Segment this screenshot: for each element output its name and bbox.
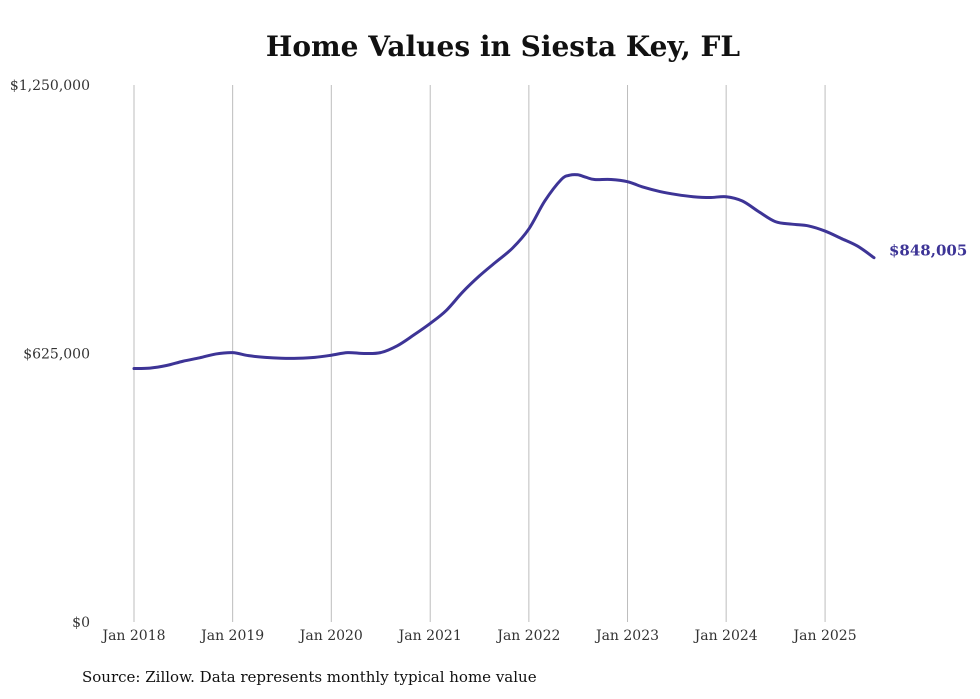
y-tick-label: $1,250,000 (10, 78, 90, 94)
end-value-label: $848,005 (889, 242, 967, 260)
x-tick-label: Jan 2019 (199, 628, 264, 644)
x-tick-label: Jan 2024 (693, 628, 758, 644)
y-axis: $0 $625,000 $1,250,000 (10, 78, 90, 631)
x-axis: Jan 2018 Jan 2019 Jan 2020 Jan 2021 Jan 2022… (100, 628, 856, 644)
series-line (132, 173, 876, 371)
x-tick-label: Jan 2018 (100, 628, 165, 644)
x-tick-label: Jan 2025 (792, 628, 857, 644)
y-tick-label: $625,000 (23, 347, 90, 363)
line-chart: $0$625,000$1,250,000 Jan 2018 Jan 2019 Jan… (10, 78, 967, 644)
source-note: Source: Zillow. Data represents monthly … (82, 668, 537, 686)
x-tick-label: Jan 2022 (495, 628, 560, 644)
series: $848,005 (132, 173, 967, 371)
x-tick-label: Jan 2023 (594, 628, 659, 644)
x-tick-label: Jan 2020 (298, 628, 363, 644)
y-tick-label: $0 (72, 615, 90, 631)
x-tick-label: Jan 2021 (397, 628, 462, 644)
chart-title: Home Values in Siesta Key, FL (265, 30, 741, 63)
